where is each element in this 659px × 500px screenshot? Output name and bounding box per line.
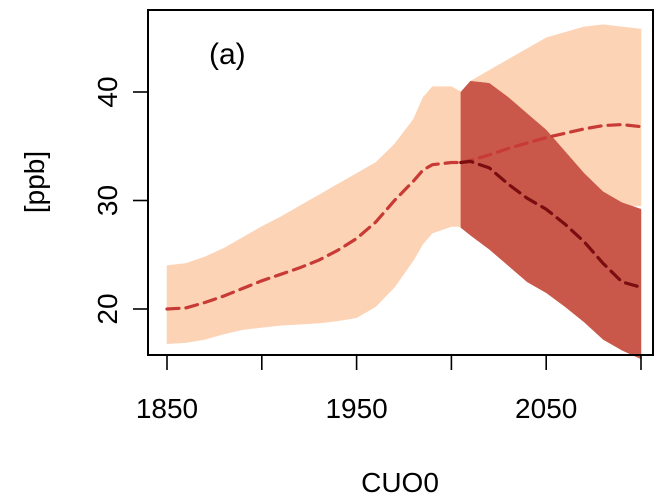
y-tick-label: 30 (92, 185, 123, 216)
x-axis: 1850 1950 2050 (136, 354, 642, 424)
panel-label: (a) (209, 38, 246, 71)
y-tick-label: 20 (92, 293, 123, 324)
x-tick-label: 1950 (325, 393, 387, 424)
x-tick-label: 2050 (515, 393, 577, 424)
x-axis-title: CUO0 (361, 467, 439, 498)
mean-lines (165, 122, 643, 311)
mean-line-historical (165, 160, 463, 311)
y-axis-title: [ppb] (19, 151, 50, 213)
mean-line-scenario-low (459, 159, 643, 289)
band-historical (166, 86, 462, 344)
mean-line-scenario-high (459, 122, 643, 165)
y-tick-label: 40 (92, 76, 123, 107)
y-axis: 20 30 40 (92, 76, 149, 325)
x-tick-label: 1850 (136, 393, 198, 424)
